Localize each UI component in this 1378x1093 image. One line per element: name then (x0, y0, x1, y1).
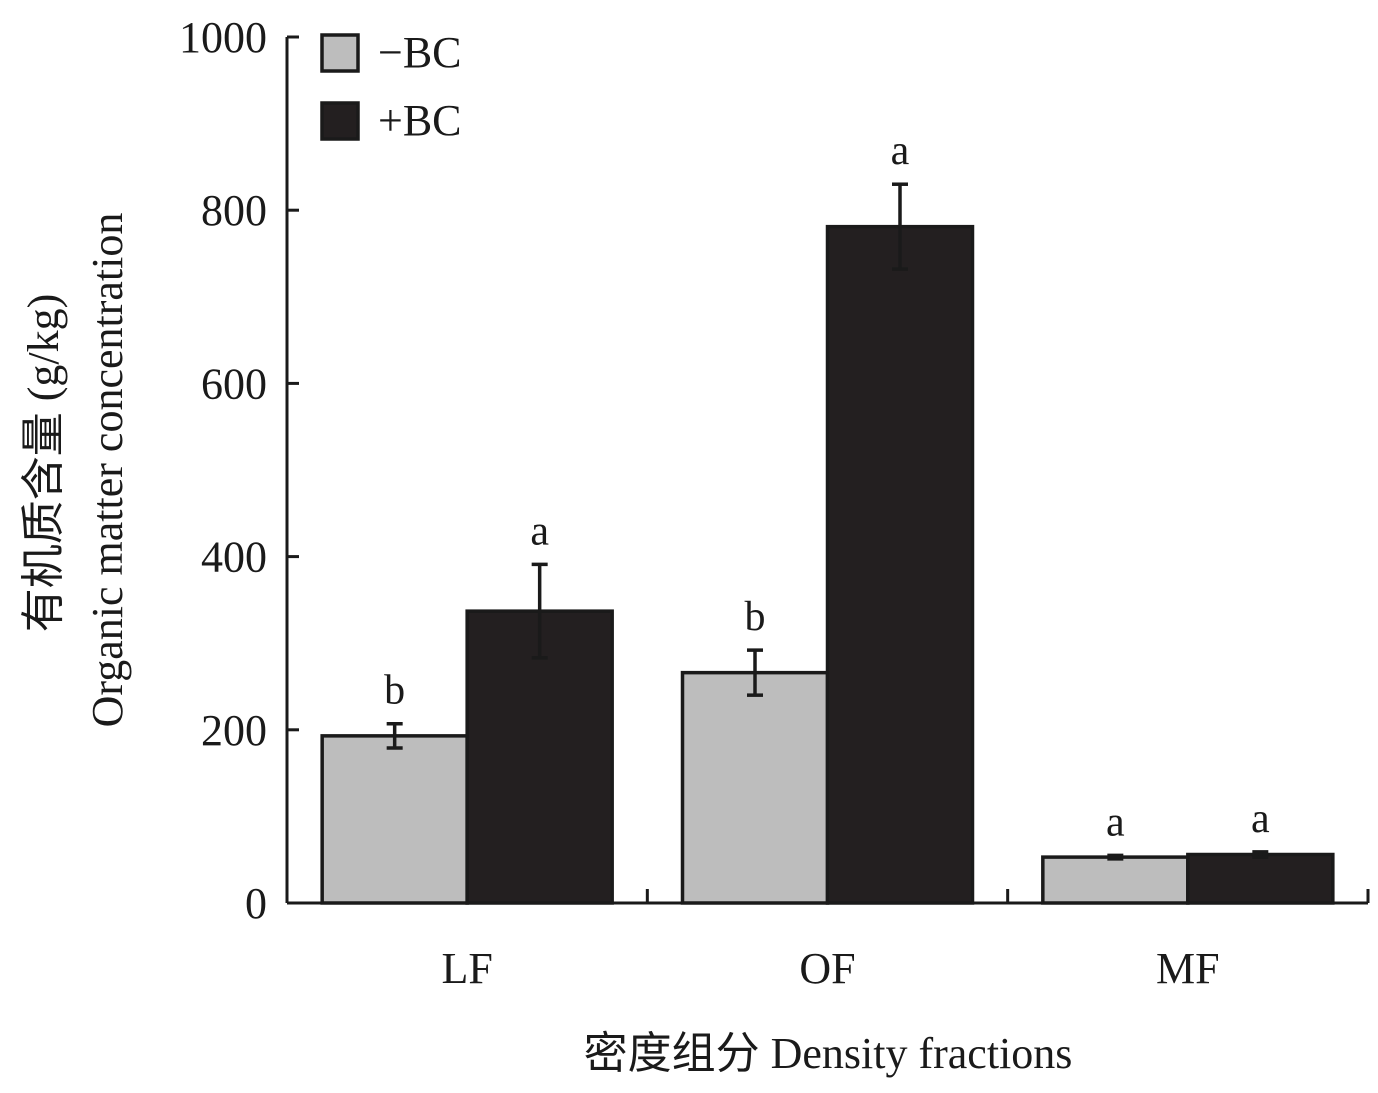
legend-label: −BC (378, 28, 462, 77)
legend-label: +BC (378, 96, 462, 145)
y-tick-label: 0 (245, 879, 267, 928)
x-category-label: OF (799, 944, 855, 993)
significance-letter: a (891, 128, 910, 174)
y-tick-label: 200 (201, 706, 267, 755)
x-category-label: LF (441, 944, 492, 993)
legend-swatch (320, 101, 360, 141)
y-axis: 0 200 400 600 800 1000 (179, 13, 299, 928)
bar (465, 609, 614, 905)
y-tick-label: 1000 (179, 13, 267, 62)
significance-letter: b (384, 668, 405, 714)
error-bars (386, 182, 1269, 861)
significance-letter: b (745, 594, 766, 640)
significance-labels: b b a a a a (384, 128, 1270, 845)
bar (1186, 852, 1335, 905)
y-tick-label: 600 (201, 359, 267, 408)
bar (825, 224, 975, 905)
significance-letter: a (1251, 796, 1270, 842)
bar (680, 670, 830, 905)
legend: −BC +BC (320, 28, 462, 145)
significance-letter: a (530, 508, 549, 554)
y-tick-label: 800 (201, 186, 267, 235)
bars (320, 224, 1335, 905)
y-tick-label: 400 (201, 533, 267, 582)
y-axis-title-line-2: Organic matter concentration (83, 213, 132, 728)
x-category-label: MF (1156, 944, 1220, 993)
y-axis-title-line-1: 有机质含量 (g/kg) (19, 294, 68, 633)
significance-letter: a (1106, 799, 1125, 845)
x-axis-title: 密度组分 Density fractions (584, 1029, 1073, 1078)
bar (320, 734, 469, 905)
bar (1041, 855, 1190, 905)
legend-swatch (320, 33, 360, 73)
